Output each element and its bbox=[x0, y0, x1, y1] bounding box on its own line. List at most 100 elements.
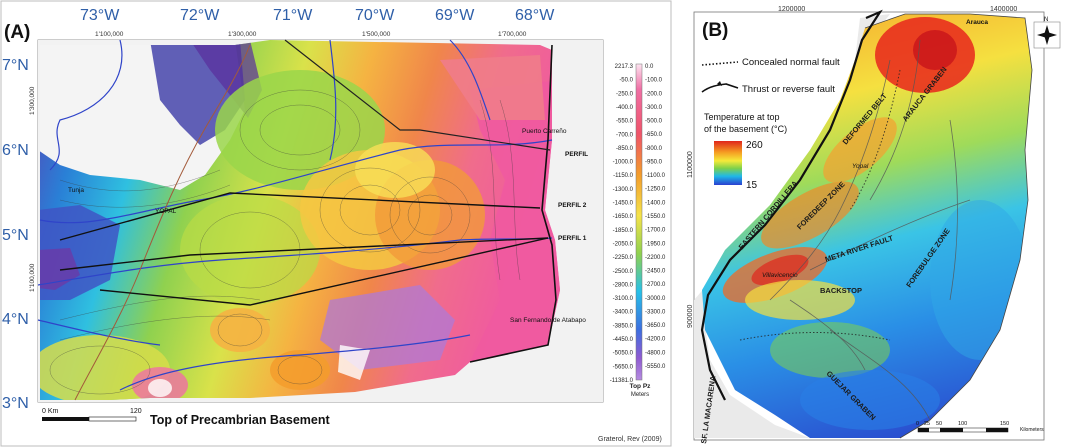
legend-right-value: -950.0 bbox=[645, 159, 663, 165]
temp-legend-bar bbox=[714, 141, 742, 185]
legend-right-value: -1100.0 bbox=[645, 173, 666, 179]
label-yopal: Yopal bbox=[852, 163, 869, 170]
lat-label-3: 3°N bbox=[2, 395, 29, 412]
seismic-profiles bbox=[59, 192, 549, 306]
legend-title-line1: Top Pz bbox=[630, 383, 652, 390]
basin-outline bbox=[864, 13, 1033, 439]
legend-left-value: -2050.0 bbox=[613, 241, 634, 247]
north-label: N bbox=[1044, 17, 1048, 23]
legend-right-value: -4200.0 bbox=[645, 337, 666, 343]
temp-legend-title-2: of the basement (°C) bbox=[704, 124, 787, 134]
legend-left-value: -2800.0 bbox=[613, 282, 634, 288]
lat-label-7: 7°N bbox=[2, 57, 29, 74]
panel-b-label: (B) bbox=[702, 20, 728, 41]
map-a-title: Top of Precambrian Basement bbox=[150, 413, 331, 427]
label-backstop: BACKSTOP bbox=[820, 286, 862, 295]
legend-left-value: -850.0 bbox=[616, 146, 634, 152]
scale-b-unit: Kilometers bbox=[1020, 427, 1044, 433]
b-top-coord-2: 1400000 bbox=[990, 6, 1017, 13]
fault-legend: Concealed normal fault Thrust or reverse… bbox=[701, 57, 840, 95]
legend-left-value: -50.0 bbox=[619, 78, 633, 84]
legend-left-value: -11381.0 bbox=[610, 378, 634, 384]
left-coord-2: 1'100,000 bbox=[29, 263, 36, 292]
legend-right-value: -300.0 bbox=[645, 105, 663, 111]
legend-left-value: -3850.0 bbox=[613, 323, 634, 329]
panel-b: 1200000 1400000 1100000 900000 (B) Conce… bbox=[680, 0, 1072, 447]
top-coord-3: 1'500,000 bbox=[362, 31, 391, 38]
legend-right-value: 0.0 bbox=[645, 64, 654, 70]
legend-right-value: -4800.0 bbox=[645, 350, 666, 356]
b-left-coord-1: 1100000 bbox=[687, 151, 694, 178]
rivers bbox=[37, 39, 553, 391]
legend-right-value: -1250.0 bbox=[645, 187, 666, 193]
legend-left-value: -5650.0 bbox=[613, 364, 634, 370]
lon-label-71: 71°W bbox=[273, 7, 313, 24]
thrust-front bbox=[700, 9, 883, 401]
legend-left-value: -5050.0 bbox=[613, 351, 634, 357]
fault-legend-concealed: Concealed normal fault bbox=[742, 57, 840, 68]
place-yopal: YOPAL bbox=[155, 208, 177, 215]
legend-left-value: -3100.0 bbox=[613, 296, 634, 302]
legend-left-value: -3400.0 bbox=[613, 310, 634, 316]
scale-b-100: 100 bbox=[958, 421, 967, 427]
scale-a-max: 120 bbox=[130, 408, 142, 415]
legend-right-value: -2200.0 bbox=[645, 255, 666, 261]
legend-left-value: -2500.0 bbox=[613, 269, 634, 275]
legend-left-value: -1150.0 bbox=[613, 173, 634, 179]
legend-left-value: -4450.0 bbox=[613, 337, 634, 343]
basement-surface bbox=[40, 40, 560, 400]
place-puerto-carreno: Puerto Carreño bbox=[522, 128, 567, 135]
scale-b-25: 25 bbox=[924, 421, 930, 427]
legend-left-value: -1000.0 bbox=[613, 160, 634, 166]
fault-lines bbox=[769, 39, 971, 421]
legend-left-value: -400.0 bbox=[616, 105, 634, 111]
profile-label-perfil-2: PERFIL 2 bbox=[558, 202, 587, 209]
legend-right-value: -3000.0 bbox=[645, 296, 666, 302]
legend-left-value: -2250.0 bbox=[613, 255, 634, 261]
profile-label-perfil: PERFIL bbox=[565, 151, 588, 158]
top-coord-4: 1'700,000 bbox=[498, 31, 527, 38]
map-a-credit: Graterol, Rev (2009) bbox=[598, 436, 662, 443]
road bbox=[74, 44, 251, 401]
boundary-line bbox=[284, 39, 551, 151]
legend-right-value: -3650.0 bbox=[645, 323, 666, 329]
lat-label-5: 5°N bbox=[2, 227, 29, 244]
legend-left-value: -1450.0 bbox=[613, 201, 634, 207]
lat-label-4: 4°N bbox=[2, 311, 29, 328]
legend-right-value: -1700.0 bbox=[645, 228, 666, 234]
legend-left-value: -700.0 bbox=[616, 132, 634, 138]
temp-legend-title-1: Temperature at top bbox=[704, 112, 780, 122]
legend-right-value: -1550.0 bbox=[645, 214, 666, 220]
legend-left-value: -1650.0 bbox=[613, 214, 634, 220]
temp-legend-max: 260 bbox=[746, 140, 763, 151]
place-san-fernando: San Fernando de Atabapo bbox=[510, 317, 586, 324]
concealed-fault-symbol bbox=[701, 61, 739, 66]
legend-right-value: -2700.0 bbox=[645, 282, 666, 288]
legend-left-value: -1850.0 bbox=[613, 228, 634, 234]
legend-right-value: -100.0 bbox=[645, 78, 663, 84]
temperature-legend: Temperature at top of the basement (°C) … bbox=[704, 112, 787, 191]
lon-label-69: 69°W bbox=[435, 7, 475, 24]
depth-legend: 2217.3 -50.0 -250.0 -400.0 -550.0 -700.0 -850.… bbox=[610, 63, 666, 398]
profile-label-perfil-1: PERFIL 1 bbox=[558, 235, 587, 242]
scale-b-50: 50 bbox=[936, 421, 942, 427]
b-left-coord-2: 900000 bbox=[687, 305, 694, 328]
legend-right-value: -3300.0 bbox=[645, 309, 666, 315]
label-arauca: Arauca bbox=[966, 19, 988, 26]
fault-legend-thrust: Thrust or reverse fault bbox=[742, 84, 835, 95]
legend-left-value: -550.0 bbox=[616, 119, 634, 125]
scale-a-zero: 0 Km bbox=[42, 408, 59, 415]
top-coord-1: 1'100,000 bbox=[95, 31, 124, 38]
scale-bar-b: 0 25 50 100 150 Kilometers bbox=[916, 421, 1044, 433]
top-coord-2: 1'300,000 bbox=[228, 31, 257, 38]
legend-right-value: -1950.0 bbox=[645, 241, 666, 247]
lat-label-6: 6°N bbox=[2, 142, 29, 159]
international-border bbox=[469, 44, 557, 363]
precambrian-basement-map: 73°W 72°W 71°W 70°W 69°W 68°W 1'100,000 … bbox=[0, 0, 672, 447]
scale-bar-a: 0 Km 120 bbox=[42, 408, 142, 422]
legend-left-value: -1300.0 bbox=[613, 187, 634, 193]
legend-right-value: -800.0 bbox=[645, 146, 663, 152]
lon-label-70: 70°W bbox=[355, 7, 395, 24]
label-villavicencio: Villavicencio bbox=[762, 272, 798, 279]
north-arrow-icon: N bbox=[1033, 17, 1061, 49]
